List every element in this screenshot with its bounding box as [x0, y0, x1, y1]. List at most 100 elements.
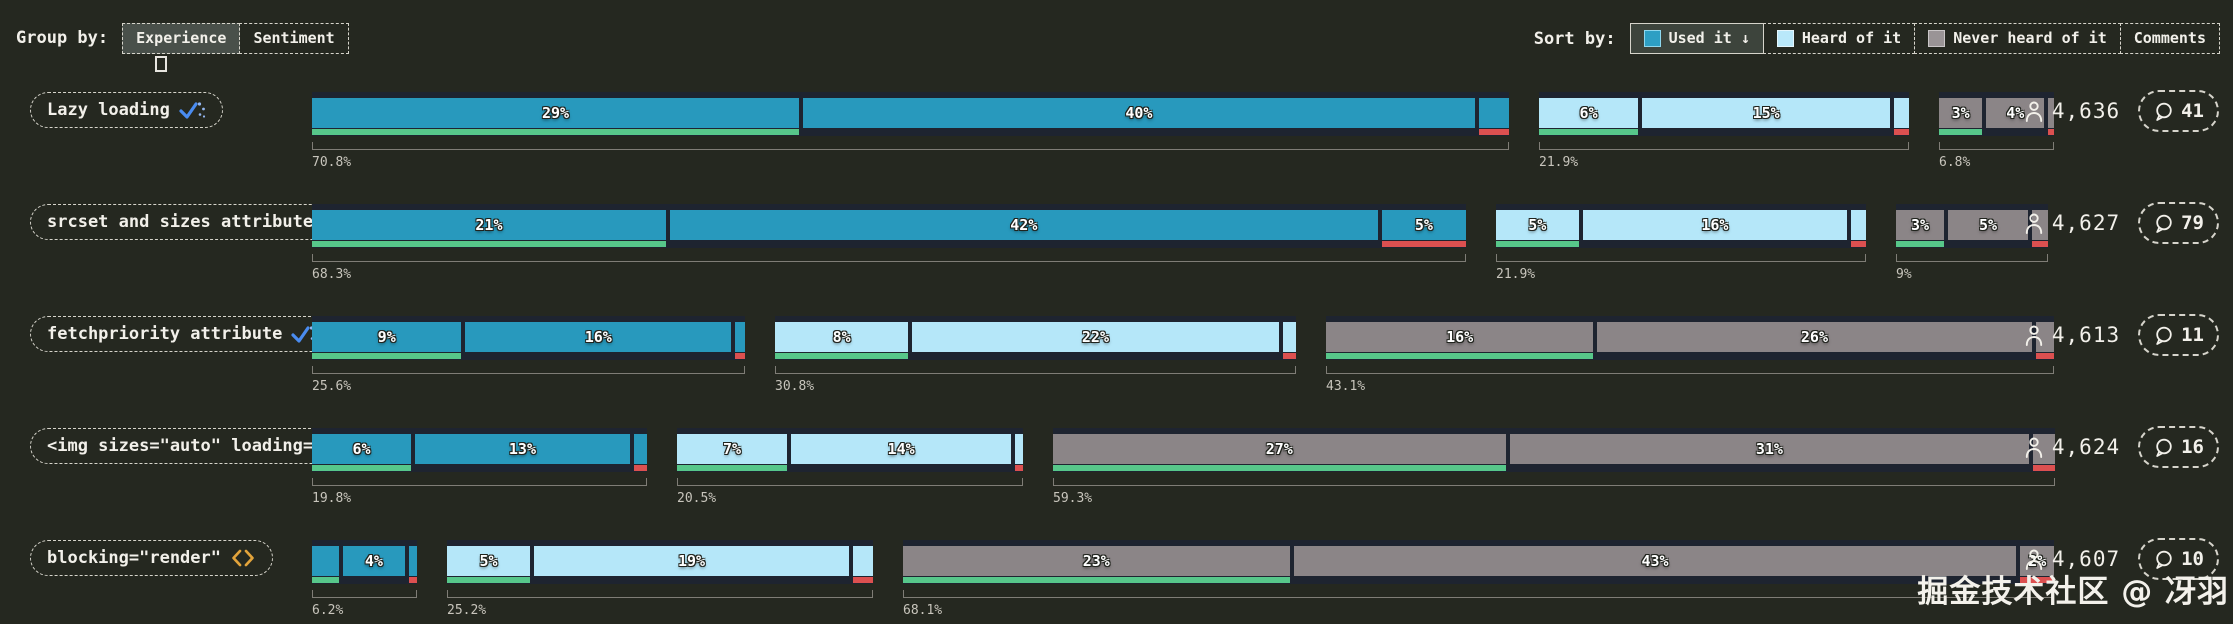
bar-segment-never-positive[interactable]: 23% — [903, 546, 1290, 576]
group-total-bracket — [1496, 254, 1866, 262]
feature-pill[interactable]: blocking="render" — [30, 540, 273, 576]
sentiment-underline-negative — [1894, 129, 1909, 135]
respondent-count: 4,636 — [2024, 99, 2120, 123]
comments-badge[interactable]: 41 — [2138, 90, 2219, 132]
bar-segment-used-negative[interactable]: 5% — [1381, 210, 1466, 240]
sentiment-underline-neutral — [1294, 577, 2017, 583]
bar-group-never: 16% 26% 43.1% — [1326, 316, 2054, 394]
bar-segment-heard-positive[interactable]: 5% — [447, 546, 530, 576]
comment-bubble-icon — [2153, 213, 2174, 234]
sort-by-option-heard-of-it[interactable]: Heard of it — [1762, 23, 1916, 54]
sentiment-underline-neutral — [415, 465, 630, 471]
experience-bar-groups: 9% 16% 25.6% 8% 22% 30.8% 16% 26% 43.1% — [312, 316, 2054, 394]
feature-pill[interactable]: fetchpriority attribute — [30, 316, 336, 352]
sort-option-label: Heard of it — [1801, 29, 1902, 48]
bar-segment-never-positive[interactable]: 3% — [1896, 210, 1944, 240]
bar-segment-heard-positive[interactable]: 8% — [775, 322, 909, 352]
bar-segment-never-negative[interactable] — [2032, 210, 2048, 240]
sort-by-option-comments[interactable]: Comments — [2119, 23, 2220, 54]
bar-segment-used-positive[interactable]: 21% — [312, 210, 666, 240]
group-total-bracket — [447, 590, 873, 598]
bar-group-used: 4% 6.2% — [312, 540, 417, 618]
bar-segment-used-negative[interactable] — [633, 434, 648, 464]
group-total-label: 21.9% — [1539, 155, 1579, 170]
bar-segment-never-positive[interactable]: 3% — [1939, 98, 1983, 128]
bar-segment-heard-negative[interactable] — [1015, 434, 1023, 464]
feature-row: <img sizes="auto" loading= 6% 13% 19.8% 7% 1… — [0, 400, 2233, 512]
bar-segment-used-positive[interactable]: 29% — [312, 98, 800, 128]
row-meta: 4,636 41 — [2024, 90, 2219, 132]
sentiment-underline-negative — [1282, 353, 1296, 359]
bar-track: 5% 19% — [447, 540, 873, 584]
sentiment-underline-negative — [1851, 241, 1866, 247]
person-icon — [2024, 436, 2044, 459]
group-by-buttons: Experience Sentiment — [122, 23, 349, 54]
bar-segment-heard-neutral[interactable]: 22% — [912, 322, 1279, 352]
bar-segment-never-positive[interactable]: 27% — [1053, 434, 1506, 464]
bar-segment-used-neutral[interactable]: 42% — [669, 210, 1378, 240]
sentiment-underline-positive — [312, 577, 339, 583]
group-total-bracket — [1326, 366, 2054, 374]
bar-segment-never-neutral[interactable]: 31% — [1509, 434, 2030, 464]
bar-segment-heard-positive[interactable]: 6% — [1539, 98, 1639, 128]
bar-track: 6% 13% — [312, 428, 648, 472]
bar-segment-heard-negative[interactable] — [1282, 322, 1296, 352]
group-total-label: 43.1% — [1326, 379, 1366, 394]
group-total-bracket — [1939, 142, 2054, 150]
feature-row: fetchpriority attribute 9% 16% 25.6% 8% 22% 3… — [0, 288, 2233, 400]
group-total-label: 25.6% — [312, 379, 352, 394]
bar-segment-used-positive[interactable]: 6% — [312, 434, 412, 464]
experience-bar-groups: 4% 6.2% 5% 19% 25.2% 23% 43% 2% 68.1% — [312, 540, 2055, 618]
bar-segment-never-positive[interactable]: 16% — [1326, 322, 1594, 352]
bar-segment-heard-negative[interactable] — [853, 546, 873, 576]
sentiment-underline-positive — [447, 577, 530, 583]
bar-segment-heard-neutral[interactable]: 15% — [1642, 98, 1891, 128]
group-by-label: Group by: — [16, 28, 109, 49]
sort-option-label: Used it ↓ — [1668, 29, 1750, 48]
bar-segment-heard-positive[interactable]: 5% — [1496, 210, 1579, 240]
bar-segment-used-neutral[interactable]: 4% — [342, 546, 406, 576]
bar-segment-heard-neutral[interactable]: 16% — [1582, 210, 1848, 240]
sort-by-control: Sort by: Used it ↓ Heard of it Never heard… — [1534, 23, 2220, 54]
group-total-label: 30.8% — [775, 379, 815, 394]
bar-segment-never-negative[interactable] — [2048, 98, 2054, 128]
feature-pill[interactable]: Lazy loading — [30, 92, 223, 128]
group-by-option-experience[interactable]: Experience — [122, 23, 241, 54]
person-icon — [2024, 100, 2044, 123]
sentiment-underline-negative — [633, 465, 648, 471]
sort-by-option-used-it[interactable]: Used it ↓ — [1629, 23, 1764, 54]
sentiment-underline-neutral — [343, 577, 406, 583]
comments-badge[interactable]: 11 — [2138, 314, 2219, 356]
bar-segment-heard-negative[interactable] — [1851, 210, 1866, 240]
respondent-count-value: 4,607 — [2051, 547, 2121, 571]
bar-segment-never-neutral[interactable]: 43% — [1293, 546, 2017, 576]
bar-segment-heard-positive[interactable]: 7% — [677, 434, 788, 464]
comments-count-value: 10 — [2181, 548, 2204, 570]
group-total-bracket — [312, 478, 647, 486]
sort-by-option-never-heard-of-it[interactable]: Never heard of it — [1914, 23, 2121, 54]
group-by-option-sentiment[interactable]: Sentiment — [239, 23, 349, 54]
bar-segment-used-neutral[interactable]: 13% — [415, 434, 630, 464]
bar-segment-used-negative[interactable] — [735, 322, 746, 352]
bar-segment-used-positive[interactable] — [312, 546, 339, 576]
bar-track: 6% 15% — [1539, 92, 1909, 136]
feature-name: Lazy loading — [47, 100, 170, 120]
bar-segment-used-neutral[interactable]: 40% — [803, 98, 1475, 128]
bar-segment-heard-neutral[interactable]: 14% — [791, 434, 1012, 464]
sort-by-label: Sort by: — [1533, 28, 1616, 49]
bar-segment-never-neutral[interactable]: 5% — [1948, 210, 2028, 240]
sort-by-buttons: Used it ↓ Heard of it Never heard of it Com… — [1629, 23, 2220, 54]
bar-track: 9% 16% — [312, 316, 746, 360]
comments-badge[interactable]: 79 — [2138, 202, 2219, 244]
comments-badge[interactable]: 16 — [2138, 426, 2219, 468]
bar-segment-used-positive[interactable]: 9% — [312, 322, 462, 352]
bar-segment-heard-negative[interactable] — [1894, 98, 1909, 128]
bar-segment-used-negative[interactable] — [409, 546, 417, 576]
bar-segment-never-neutral[interactable]: 26% — [1597, 322, 2032, 352]
bar-segment-used-neutral[interactable]: 16% — [465, 322, 732, 352]
bar-segment-never-negative[interactable] — [2033, 434, 2055, 464]
bar-segment-heard-neutral[interactable]: 19% — [533, 546, 850, 576]
bar-segment-used-negative[interactable] — [1478, 98, 1509, 128]
comments-badge[interactable]: 10 — [2138, 538, 2219, 580]
